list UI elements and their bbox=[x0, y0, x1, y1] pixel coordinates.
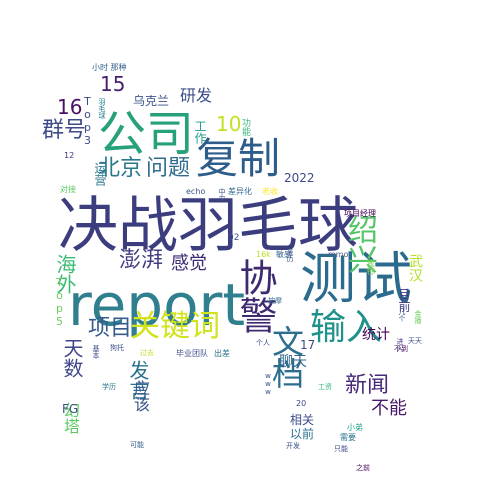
word-fayan: 发言 bbox=[126, 360, 150, 400]
word-top5: Top5 bbox=[53, 276, 66, 328]
word-report: report bbox=[68, 271, 246, 339]
word-xiangmujingli: 项目经理 bbox=[344, 209, 376, 218]
word-gongsi: 公司 bbox=[98, 106, 195, 162]
word-gouhuo: 狗托 bbox=[110, 344, 124, 352]
word-20: 20 bbox=[296, 399, 307, 408]
word-xueli: 学历 bbox=[102, 383, 116, 391]
word-shuru: 输入 bbox=[310, 307, 383, 348]
word-guanjianci: 关键词 bbox=[130, 309, 220, 344]
word-yiqian: 以前 bbox=[290, 427, 315, 441]
word-gefen: 几个 bbox=[398, 308, 406, 322]
word-www: www bbox=[264, 372, 272, 396]
word-echo: echo bbox=[186, 187, 206, 196]
word-zhiqian: 之前 bbox=[356, 464, 370, 472]
word-ganjue: 感觉 bbox=[171, 253, 207, 274]
word-12: 12 bbox=[64, 151, 75, 160]
word-gongzi: 工资 bbox=[318, 383, 332, 391]
word-jinbo: 金播 bbox=[414, 310, 422, 324]
word-16: 16 bbox=[57, 95, 83, 119]
word-tianshu: 天数 bbox=[60, 338, 84, 378]
word-mingan: 敏感 bbox=[276, 250, 292, 259]
word-yunying: 运营 bbox=[93, 162, 107, 186]
word-liaotian: 聊天 bbox=[279, 354, 307, 370]
word-17: 17 bbox=[300, 338, 316, 352]
word-shaoxing: 绍兴 bbox=[342, 214, 377, 274]
word-qinzi: 亲历 bbox=[286, 248, 294, 262]
word-wenti: 问题 bbox=[146, 156, 191, 181]
word-zhongxian: 中央 bbox=[218, 188, 226, 202]
word-jinru: 进入 bbox=[396, 338, 404, 352]
word-chayihua: 差异化 bbox=[228, 187, 252, 196]
word-wukelan: 乌克兰 bbox=[133, 94, 170, 108]
word-zhineng: 只能 bbox=[334, 445, 348, 453]
word-xinwen: 新闻 bbox=[345, 373, 390, 398]
word-wendang: 文档 bbox=[267, 325, 305, 389]
word-anzhao: 按摩 bbox=[268, 297, 282, 305]
word-geren: 个人 bbox=[256, 339, 270, 347]
word-xiaoshi: 小时 那种 bbox=[92, 63, 127, 72]
word-juezhan: 决战羽毛球 bbox=[58, 191, 358, 261]
word-2022: 2022 bbox=[284, 171, 315, 185]
word-qunhao: 群号 bbox=[42, 118, 87, 143]
word-huanta: 幻塔 bbox=[61, 402, 80, 434]
word-beijing: 北京 bbox=[98, 156, 143, 181]
word-mmo: mmo bbox=[328, 250, 349, 259]
word-xiangmu: 项目 bbox=[88, 316, 133, 341]
word-fg: FG bbox=[62, 402, 79, 416]
word-chucha: 出差 bbox=[214, 349, 230, 358]
word-fuzhi: 复制 bbox=[196, 134, 281, 183]
word-guoqu: 过去 bbox=[140, 349, 154, 357]
word-xuyao: 需要 bbox=[340, 433, 356, 442]
word-tiantian: 天天 bbox=[408, 337, 422, 345]
word-yinggai: 应该 bbox=[131, 380, 150, 412]
word-yumaoqiu: 羽毛球 bbox=[98, 98, 106, 119]
word-pengpai: 澎湃 bbox=[119, 248, 164, 273]
word-budao: 不到 bbox=[394, 345, 408, 353]
word-buneng: 不能 bbox=[371, 398, 407, 419]
word-02: 02 bbox=[228, 233, 240, 243]
word-ceshi: 测试 bbox=[300, 247, 412, 312]
word-haiwai: 海外 bbox=[53, 254, 77, 294]
word-xiaodi: 小弟 bbox=[347, 423, 363, 432]
word-duijie: 对接 bbox=[60, 185, 76, 194]
word-kaifa: 开发 bbox=[286, 442, 300, 450]
word-jiben: 基本 bbox=[92, 345, 100, 359]
word-laoshou: 老收 bbox=[262, 187, 278, 196]
word-xiangguan: 相关 bbox=[290, 413, 315, 427]
word-tuandui: 团队 bbox=[192, 349, 208, 358]
word-biye: 毕业 bbox=[176, 349, 192, 358]
word-wote: 我特 bbox=[366, 259, 375, 275]
word-keneng: 可能 bbox=[130, 441, 144, 449]
word-tongji: 统计 bbox=[362, 327, 390, 343]
word-wuhan: 武汉 bbox=[407, 254, 423, 282]
word-top3: Top3 bbox=[81, 95, 94, 147]
word-yanfa: 研发 bbox=[180, 86, 213, 105]
word-gongneng: 功能 bbox=[240, 118, 250, 136]
word-10: 10 bbox=[216, 112, 242, 136]
word-gongzuo: 工作 bbox=[193, 120, 207, 144]
word-xiejing: 协警 bbox=[233, 258, 277, 334]
word-15: 15 bbox=[100, 72, 126, 96]
word-16k: 16k bbox=[256, 250, 271, 259]
word-mubian: 目前 bbox=[397, 288, 411, 312]
